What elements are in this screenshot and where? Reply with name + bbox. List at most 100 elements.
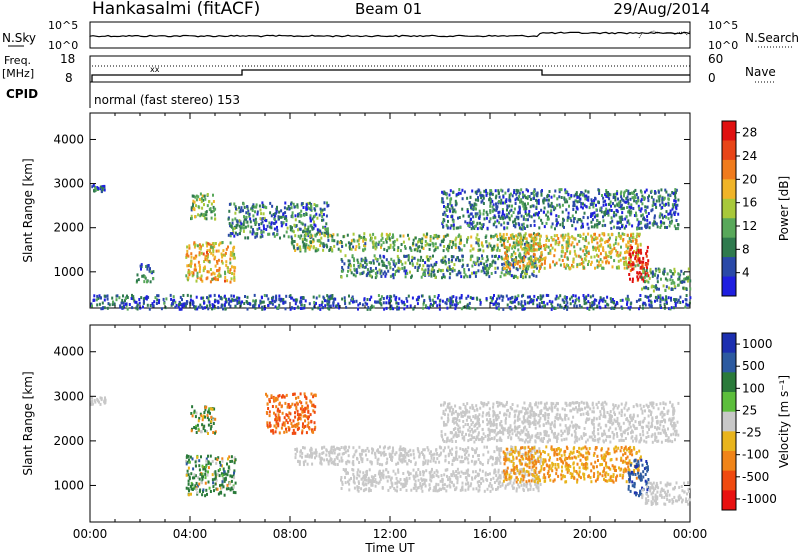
data-cell	[433, 234, 436, 237]
data-cell	[347, 454, 350, 458]
data-cell	[593, 215, 596, 219]
data-cell	[477, 248, 480, 252]
data-cell	[194, 266, 197, 269]
data-cell	[610, 209, 613, 212]
data-cell	[255, 205, 258, 209]
data-cell	[475, 460, 478, 464]
data-cell	[315, 249, 318, 253]
data-cell	[297, 395, 300, 399]
data-cell	[97, 296, 100, 300]
data-cell	[529, 262, 532, 266]
data-cell	[617, 265, 620, 269]
data-cell	[625, 224, 628, 228]
data-cell	[301, 455, 303, 459]
data-cell	[674, 194, 677, 198]
data-cell	[377, 242, 380, 246]
data-cell	[628, 263, 631, 267]
data-cell	[196, 423, 199, 427]
data-cell	[669, 212, 672, 216]
data-cell	[651, 208, 654, 212]
data-cell	[461, 197, 464, 201]
data-cell	[220, 491, 223, 495]
data-cell	[338, 459, 341, 463]
data-cell	[551, 222, 554, 226]
data-cell	[476, 238, 479, 242]
data-cell	[527, 264, 530, 268]
data-cell	[492, 235, 495, 238]
data-cell	[687, 267, 690, 271]
data-cell	[502, 217, 505, 221]
data-cell	[587, 226, 590, 230]
data-cell	[206, 296, 208, 300]
data-cell	[582, 266, 585, 270]
data-cell	[345, 305, 348, 309]
data-cell	[198, 251, 201, 255]
data-cell	[643, 216, 645, 220]
data-cell	[600, 210, 603, 214]
data-cell	[282, 301, 285, 305]
data-cell	[392, 240, 395, 244]
data-cell	[296, 409, 299, 413]
data-cell	[266, 423, 269, 427]
data-cell	[212, 253, 215, 257]
data-cell	[552, 260, 555, 264]
data-cell	[649, 269, 652, 273]
data-cell	[475, 271, 478, 275]
data-cell	[520, 198, 523, 202]
data-cell	[668, 307, 671, 311]
data-cell	[197, 213, 200, 217]
data-cell	[479, 212, 482, 216]
data-cell	[576, 242, 579, 246]
data-cell	[306, 246, 309, 250]
data-cell	[509, 307, 512, 311]
data-cell	[207, 253, 209, 257]
data-cell	[307, 410, 310, 414]
data-cell	[514, 225, 517, 229]
data-cell	[201, 243, 204, 247]
data-cell	[479, 298, 482, 302]
data-cell	[155, 302, 158, 305]
data-cell	[449, 451, 452, 455]
data-cell	[538, 211, 540, 215]
data-cell	[315, 296, 318, 300]
data-cell	[659, 203, 662, 207]
data-cell	[315, 232, 318, 236]
data-cell	[200, 251, 203, 255]
data-cell	[233, 278, 236, 282]
data-cell	[430, 274, 433, 278]
data-cell	[655, 287, 658, 291]
data-cell	[201, 213, 204, 217]
data-cell	[450, 245, 453, 249]
data-cell	[196, 484, 199, 488]
data-cell	[282, 298, 285, 301]
data-cell	[411, 259, 413, 263]
data-cell	[533, 248, 536, 251]
data-cell	[361, 271, 364, 275]
data-cell	[224, 276, 227, 279]
data-cell	[547, 294, 550, 297]
data-cell	[537, 296, 539, 300]
data-cell	[302, 206, 305, 209]
data-cell	[325, 214, 328, 218]
data-cell	[200, 305, 203, 309]
data-cell	[588, 206, 591, 210]
data-cell	[588, 308, 591, 311]
data-cell	[561, 210, 564, 214]
data-cell	[452, 255, 455, 259]
data-cell	[538, 264, 541, 268]
data-cell	[459, 191, 462, 195]
data-cell	[511, 258, 514, 262]
data-cell	[550, 225, 553, 229]
data-cell	[659, 212, 662, 216]
data-cell	[566, 218, 569, 222]
y-axis-label: Slant Range [km]	[21, 158, 35, 262]
data-cell	[195, 487, 198, 491]
data-cell	[305, 406, 308, 410]
data-cell	[246, 295, 249, 299]
data-cell	[331, 234, 334, 238]
data-cell	[147, 295, 150, 299]
data-cell	[299, 296, 302, 300]
data-cell	[336, 240, 339, 244]
data-cell	[503, 213, 506, 217]
data-cell	[275, 397, 278, 401]
